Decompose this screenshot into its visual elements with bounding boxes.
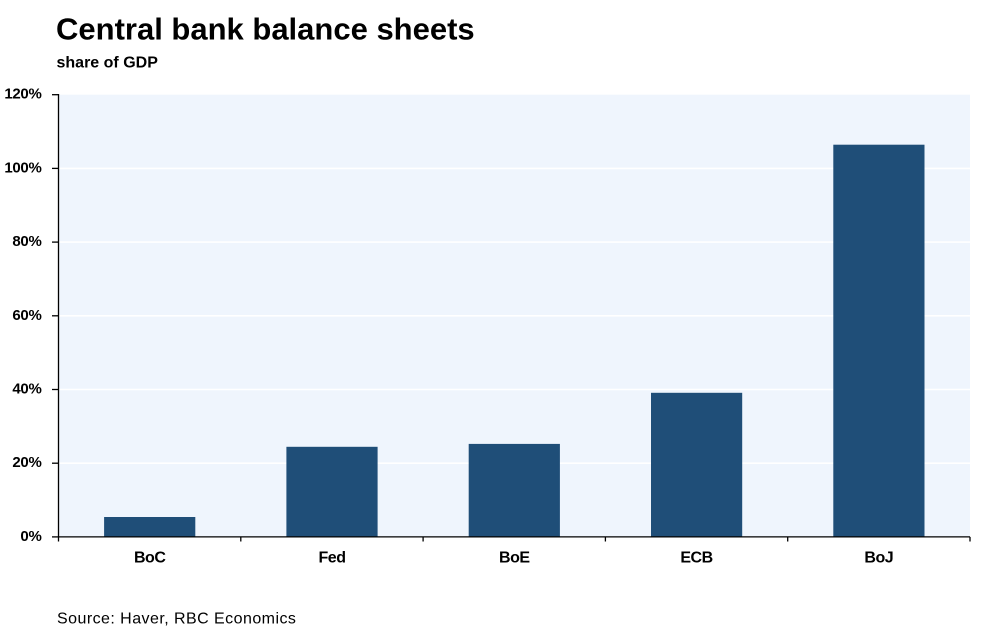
svg-text:share of GDP: share of GDP [57,55,159,72]
svg-text:100%: 100% [4,159,41,176]
svg-text:BoC: BoC [134,550,166,567]
svg-text:Central bank balance sheets: Central bank balance sheets [56,12,475,47]
svg-text:80%: 80% [12,233,41,250]
svg-text:0%: 0% [20,528,41,545]
svg-text:40%: 40% [12,381,41,398]
svg-text:BoE: BoE [499,550,530,567]
svg-text:120%: 120% [4,86,41,103]
svg-text:ECB: ECB [680,550,712,567]
svg-text:60%: 60% [12,307,41,324]
svg-text:20%: 20% [12,454,41,471]
svg-text:BoJ: BoJ [864,550,893,567]
svg-text:Fed: Fed [319,550,346,567]
svg-text:Source: Haver, RBC Economics: Source: Haver, RBC Economics [57,611,296,628]
